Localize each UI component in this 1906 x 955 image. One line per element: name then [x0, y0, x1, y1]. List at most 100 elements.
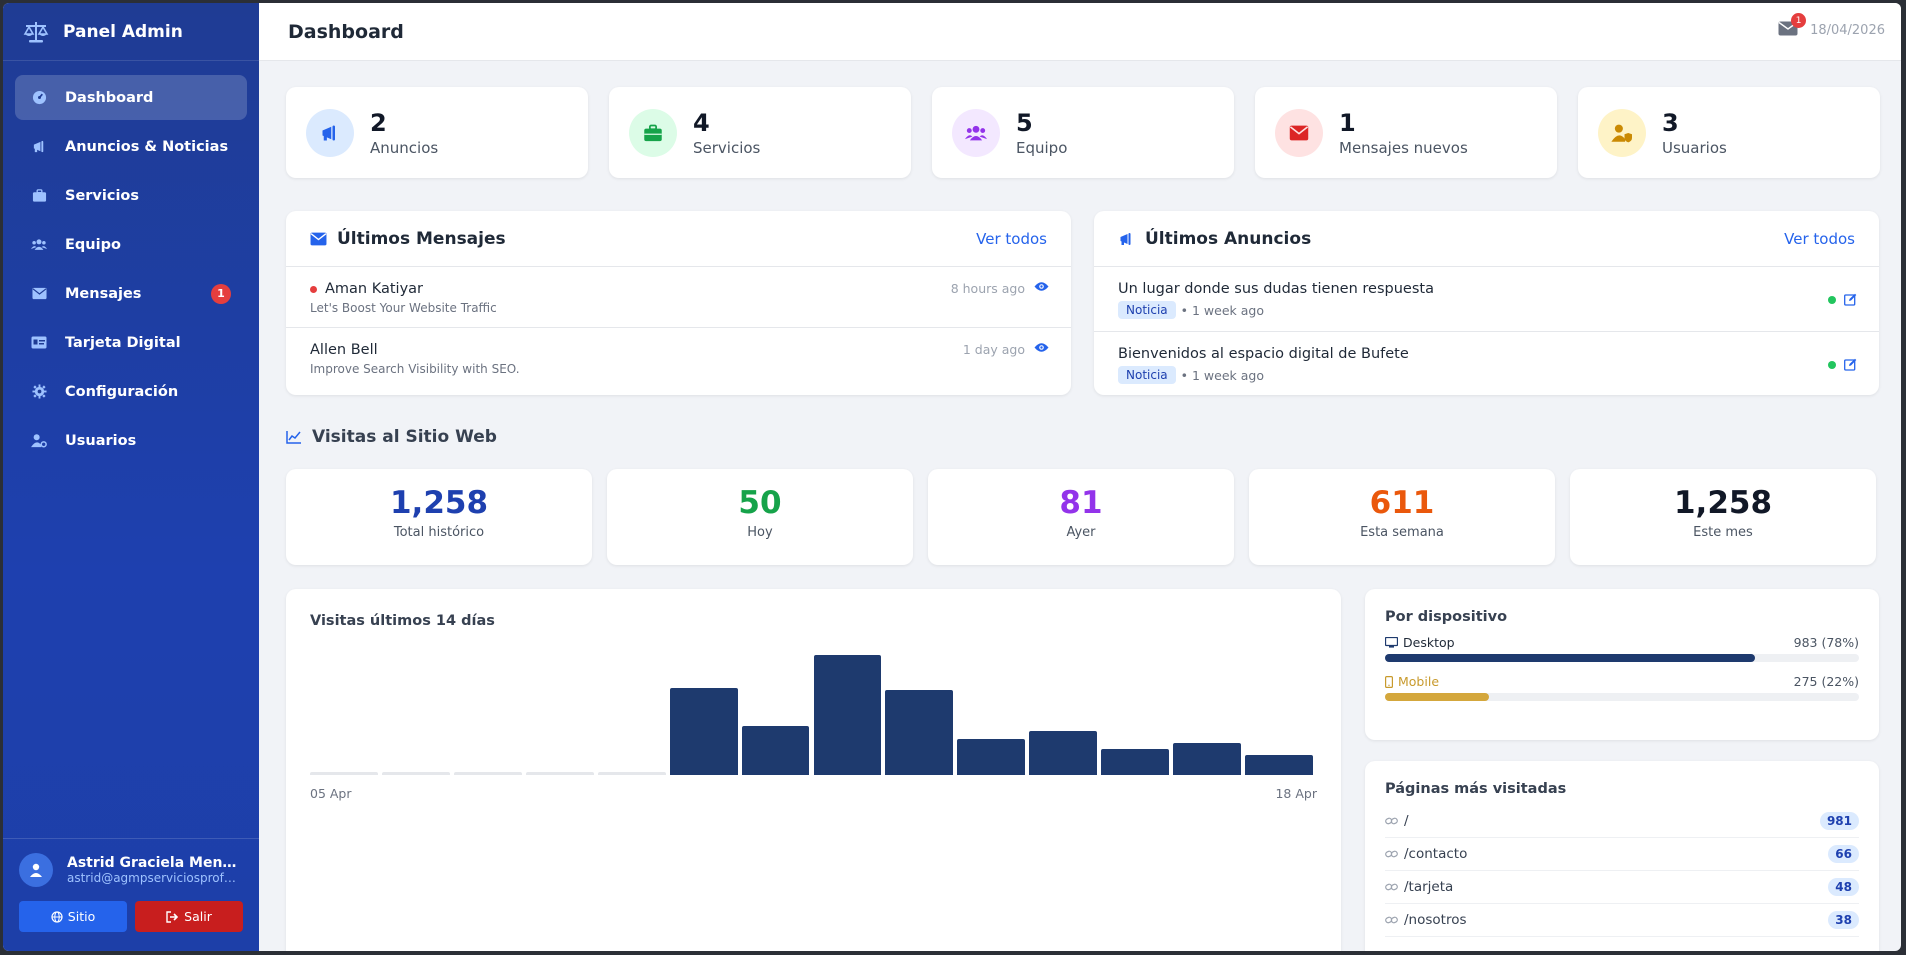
stat-card-equipo[interactable]: 5 Equipo: [932, 87, 1234, 178]
site-button-label: Sitio: [67, 909, 96, 924]
top-pages-card: Páginas más visitadas / 981 /contacto 66…: [1365, 761, 1879, 951]
chart-bar: [597, 772, 666, 775]
megaphone-icon: [31, 139, 47, 155]
visits-yesterday-card: 81 Ayer: [928, 469, 1234, 565]
top-bar: Dashboard 1 18/04/2026: [259, 3, 1901, 61]
app-window: Panel Admin Dashboard Anuncios & Noticia…: [3, 3, 1901, 951]
brand-title: Panel Admin: [63, 21, 183, 42]
edit-icon[interactable]: [1844, 293, 1857, 306]
chart-bar: [1173, 743, 1242, 775]
message-time: 8 hours ago: [950, 281, 1025, 296]
chart-bar: [957, 739, 1026, 775]
stat-label: Equipo: [1016, 138, 1068, 157]
visits-week-card: 611 Esta semana: [1249, 469, 1555, 565]
chart-bar: [885, 690, 954, 775]
sidebar-item-usuarios[interactable]: Usuarios: [15, 418, 247, 463]
visits-month-card: 1,258 Este mes: [1570, 469, 1876, 565]
chart-title: Visitas últimos 14 días: [310, 613, 495, 629]
view-all-messages-link[interactable]: Ver todos: [976, 229, 1047, 248]
message-row[interactable]: Aman Katiyar Let's Boost Your Website Tr…: [286, 267, 1071, 328]
stat-value: 5: [1016, 108, 1033, 137]
section-title-text: Visitas al Sitio Web: [312, 427, 497, 447]
sign-out-icon: [166, 910, 179, 923]
sidebar-item-servicios[interactable]: Servicios: [15, 173, 247, 218]
page-row[interactable]: /tarjeta 48: [1385, 871, 1859, 904]
scales-icon: [23, 21, 49, 42]
site-button[interactable]: Sitio: [19, 901, 127, 932]
sidebar-item-label: Anuncios & Noticias: [65, 138, 229, 155]
stat-value: 1: [1339, 108, 1356, 137]
page-row[interactable]: /nosotros 38: [1385, 904, 1859, 937]
visits-value: 1,258: [389, 485, 489, 521]
main-content: 2 Anuncios 4 Servicios 5 Equipo: [259, 61, 1901, 951]
logout-button[interactable]: Salir: [135, 901, 243, 932]
chart-bar: [381, 772, 450, 775]
announcement-row[interactable]: Bienvenidos al espacio digital de Bufete…: [1094, 332, 1879, 397]
stat-icon-circle: [1275, 108, 1323, 157]
chart-line-icon: [286, 431, 301, 444]
eye-icon[interactable]: [1034, 281, 1049, 292]
announcement-meta: • 1 week ago: [1180, 367, 1264, 383]
edit-icon[interactable]: [1844, 358, 1857, 371]
gear-icon: [31, 384, 47, 400]
device-breakdown-card: Por dispositivo Desktop 983 (78%) Mobile…: [1365, 589, 1879, 740]
chart-bar: [1029, 731, 1098, 775]
device-label: Mobile: [1398, 674, 1440, 689]
visits-section-title: Visitas al Sitio Web: [286, 427, 497, 447]
avatar: [19, 853, 53, 887]
view-all-announcements-link[interactable]: Ver todos: [1784, 229, 1855, 248]
stat-value: 2: [370, 108, 387, 137]
announcement-meta: • 1 week ago: [1180, 302, 1264, 318]
megaphone-icon: [1120, 232, 1131, 245]
sidebar-item-equipo[interactable]: Equipo: [15, 222, 247, 267]
briefcase-icon: [644, 124, 662, 141]
envelope-icon: [31, 286, 47, 302]
sidebar-item-label: Usuarios: [65, 432, 137, 449]
chart-bar: [741, 726, 810, 775]
visits-label: Ayer: [1066, 525, 1096, 540]
user-shield-icon: [1611, 124, 1632, 142]
sidebar-item-mensajes[interactable]: Mensajes 1: [15, 271, 247, 316]
announcement-title: Un lugar donde sus dudas tienen respuest…: [1118, 281, 1434, 297]
link-icon: [1385, 817, 1398, 825]
message-row[interactable]: Allen Bell Improve Search Visibility wit…: [286, 328, 1071, 389]
eye-icon[interactable]: [1034, 342, 1049, 353]
stat-card-anuncios[interactable]: 2 Anuncios: [286, 87, 588, 178]
sidebar-item-anuncios[interactable]: Anuncios & Noticias: [15, 124, 247, 169]
brand[interactable]: Panel Admin: [3, 3, 259, 61]
stat-card-mensajes[interactable]: 1 Mensajes nuevos: [1255, 87, 1557, 178]
announcement-row[interactable]: Un lugar donde sus dudas tienen respuest…: [1094, 267, 1879, 332]
category-tag: Noticia: [1118, 366, 1176, 384]
device-mobile: Mobile: [1385, 674, 1439, 689]
published-status-dot: [1828, 295, 1836, 304]
panel-title: Últimos Anuncios: [1145, 228, 1312, 249]
stat-icon-circle: [629, 108, 677, 157]
mobile-progress-fill: [1385, 693, 1490, 701]
stat-icon-circle: [952, 108, 1000, 157]
sidebar-item-configuracion[interactable]: Configuración: [15, 369, 247, 414]
stat-card-servicios[interactable]: 4 Servicios: [609, 87, 911, 178]
megaphone-icon: [322, 125, 335, 140]
sidebar-item-dashboard[interactable]: Dashboard: [15, 75, 247, 120]
panel-header: Últimos Anuncios Ver todos: [1094, 211, 1879, 267]
sidebar-item-label: Dashboard: [65, 89, 154, 106]
sidebar-item-label: Mensajes: [65, 285, 142, 302]
sidebar-item-tarjeta[interactable]: Tarjeta Digital: [15, 320, 247, 365]
message-sender: Aman Katiyar: [325, 281, 424, 297]
link-icon: [1385, 916, 1398, 924]
notification-badge: 1: [1791, 13, 1807, 28]
page-row[interactable]: / 981: [1385, 805, 1859, 838]
chart-bar: [1101, 749, 1170, 775]
notifications-button[interactable]: 1: [1778, 13, 1807, 39]
briefcase-icon: [31, 188, 47, 204]
user-email: astrid@agmpserviciosprofe...: [67, 871, 237, 885]
link-icon: [1385, 850, 1398, 858]
device-value: 983 (78%): [1793, 635, 1859, 650]
desktop-icon: [1385, 637, 1398, 648]
page-count-badge: 48: [1828, 878, 1859, 896]
visits-total-card: 1,258 Total histórico: [286, 469, 592, 565]
visits-value: 81: [1059, 485, 1103, 521]
chart-bar: [525, 772, 594, 775]
stat-card-usuarios[interactable]: 3 Usuarios: [1578, 87, 1880, 178]
page-row[interactable]: /contacto 66: [1385, 838, 1859, 871]
